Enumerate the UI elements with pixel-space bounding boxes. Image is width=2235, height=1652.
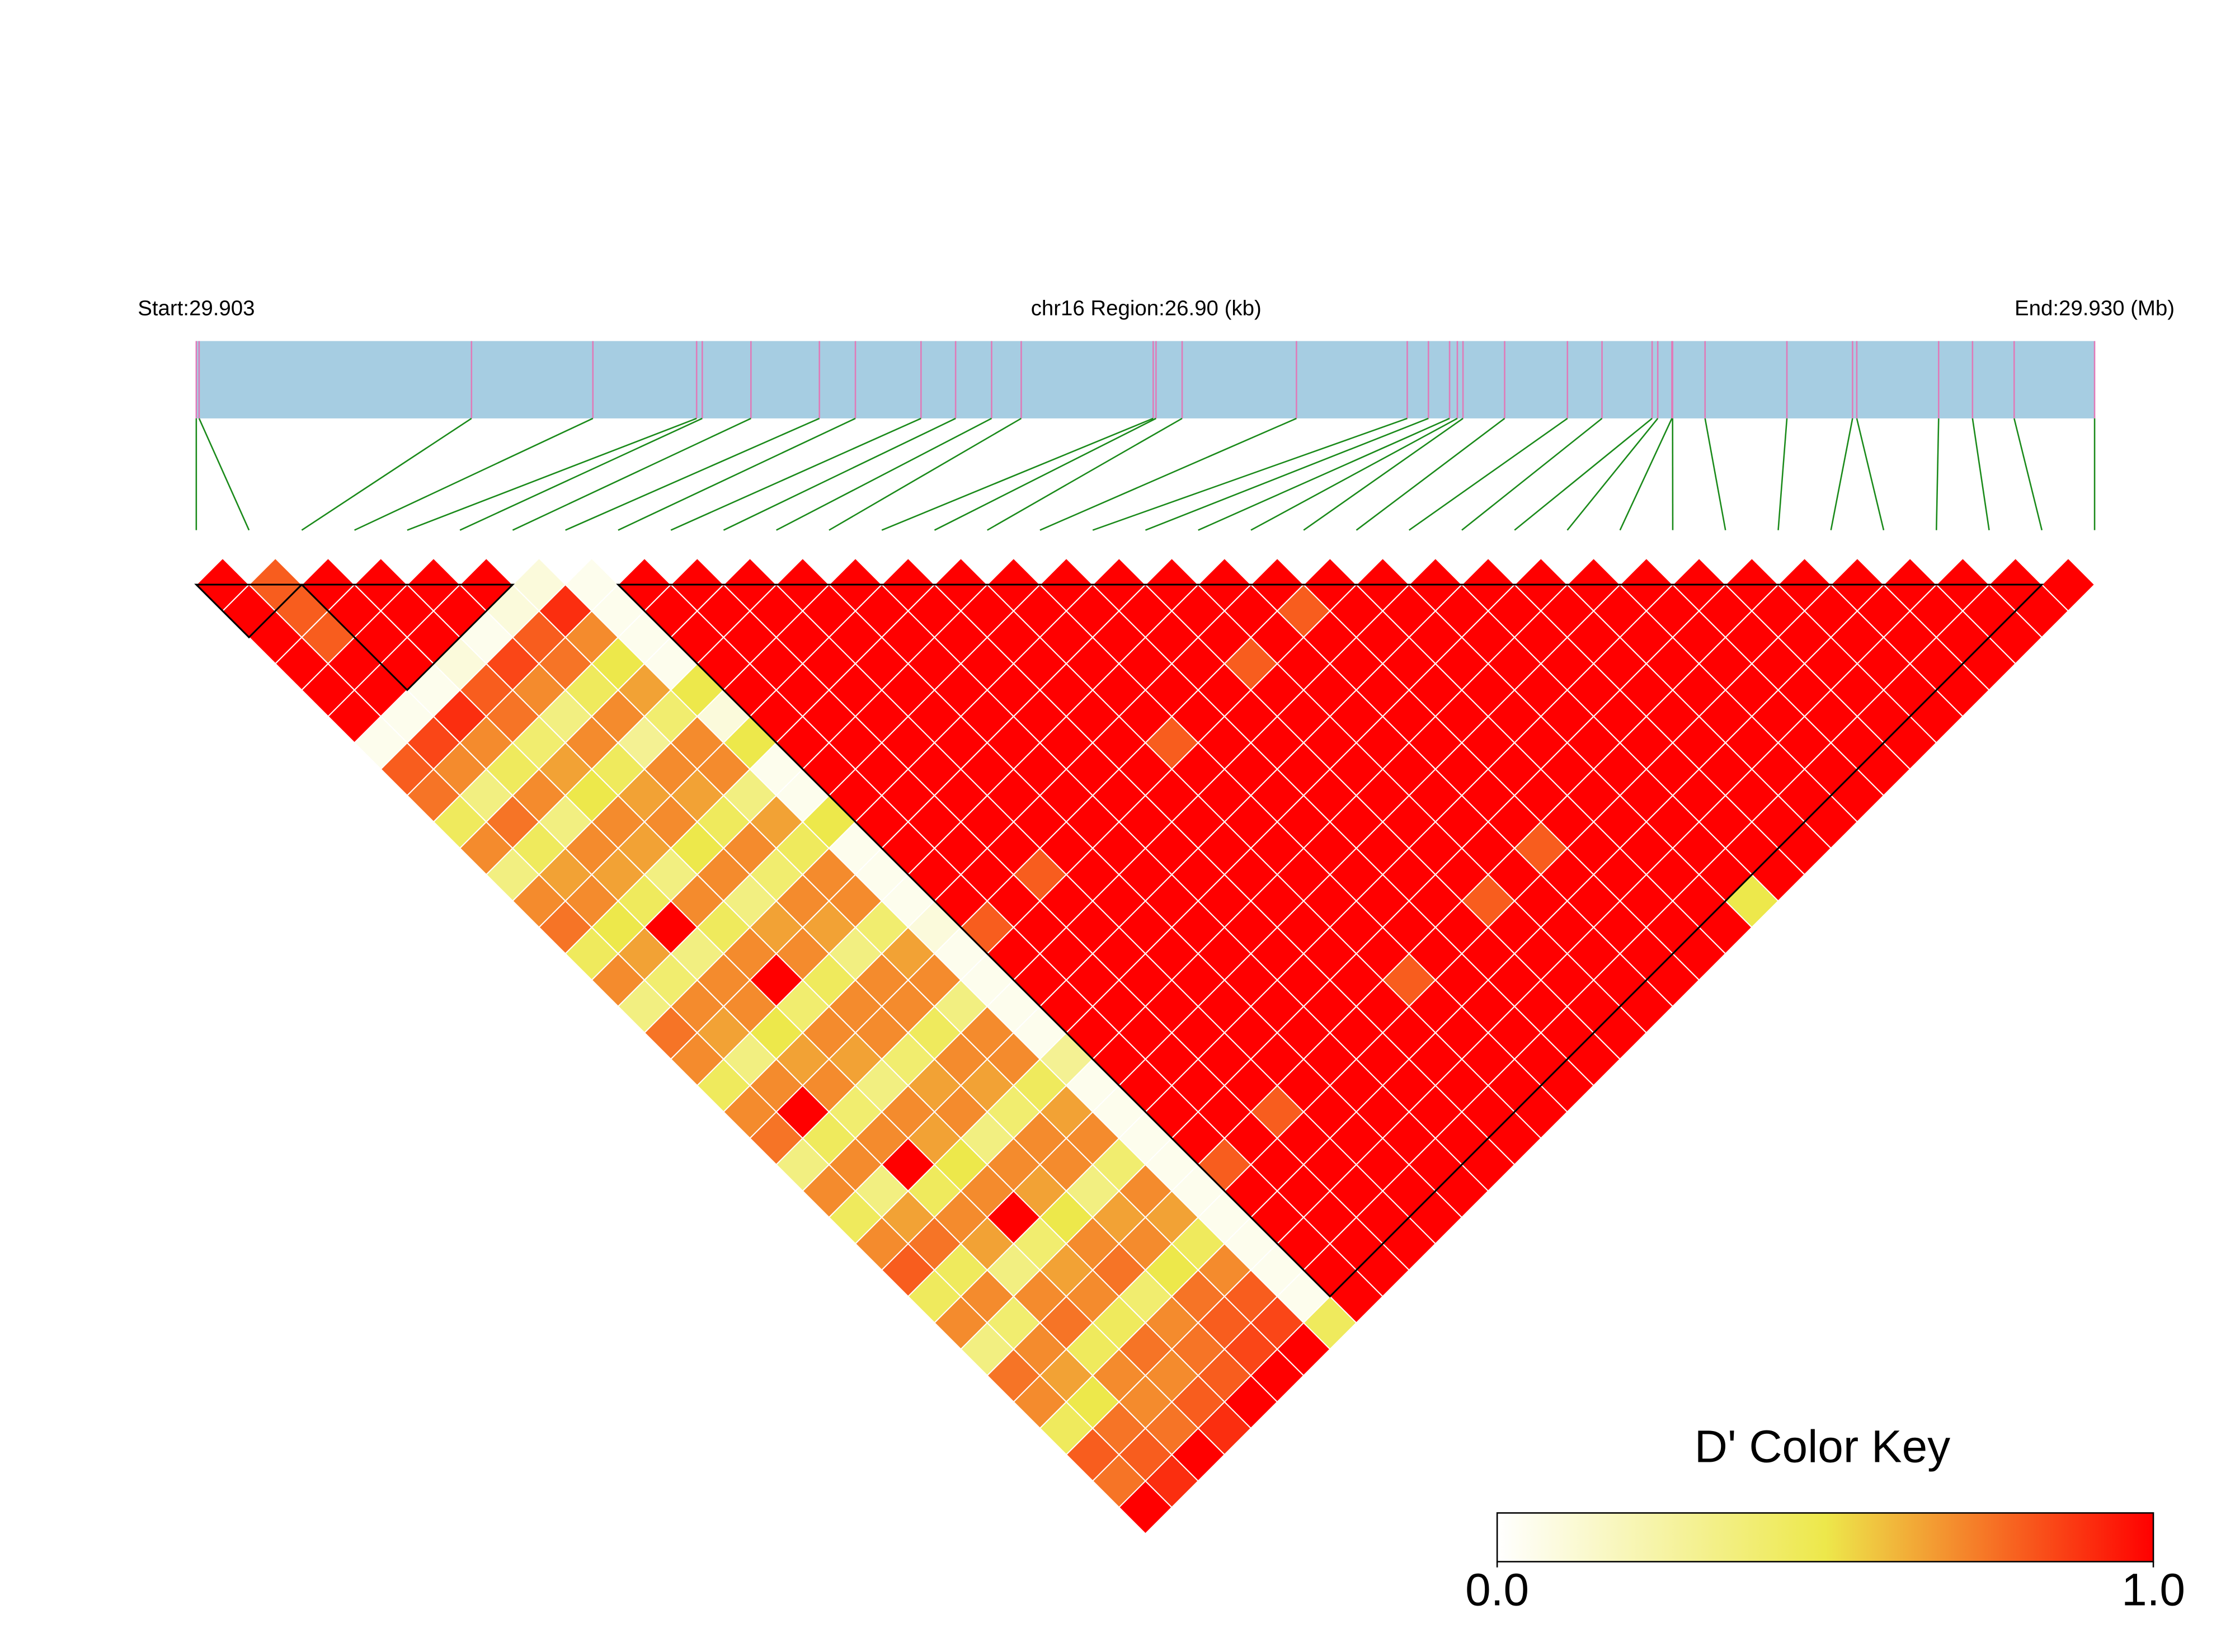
color-key-label: 1.0 — [2121, 1565, 2185, 1616]
snp-connector — [670, 417, 921, 531]
color-key-label: 0.0 — [1465, 1565, 1529, 1616]
snp-connector — [459, 417, 703, 531]
snp-connector — [1356, 417, 1505, 531]
snp-connector — [1566, 418, 1659, 531]
snp-connector — [1856, 418, 1885, 530]
region-label: chr16 Region:26.90 (kb) — [1031, 296, 1262, 320]
snp-connector — [1830, 418, 1853, 530]
snp-connector — [829, 417, 1022, 531]
snp-connector — [1250, 417, 1458, 531]
snp-connector — [198, 418, 250, 531]
snp-connector — [1514, 417, 1653, 531]
snp-connector — [1935, 418, 1940, 530]
snp-connector — [881, 417, 1154, 531]
snp-connector — [1092, 417, 1408, 531]
snp-connector — [1777, 418, 1788, 530]
start-label: Start:29.903 — [138, 296, 255, 320]
snp-connector — [1619, 418, 1673, 531]
snp-connector — [512, 417, 751, 531]
snp-connector — [1971, 418, 1990, 530]
snp-connector — [723, 417, 956, 531]
snp-connector — [618, 417, 856, 531]
snp-connector — [776, 417, 992, 531]
snp-connector — [987, 417, 1183, 531]
end-label: End:29.930 (Mb) — [2015, 296, 2175, 320]
block-outline — [194, 583, 304, 639]
ld-cell — [2041, 557, 2096, 612]
snp-connector — [1145, 417, 1429, 531]
block-outline — [616, 583, 2044, 1298]
snp-connector — [1408, 417, 1568, 531]
snp-connector — [407, 417, 697, 531]
snp-connector — [301, 417, 472, 531]
snp-connector — [1039, 417, 1297, 531]
snp-connector — [1461, 417, 1603, 531]
snp-connector — [1198, 417, 1450, 531]
snp-connector — [1704, 418, 1726, 530]
snp-connector — [354, 417, 594, 531]
snp-connector — [2013, 418, 2043, 530]
snp-connector — [1303, 417, 1464, 531]
snp-connector — [934, 417, 1156, 531]
color-key — [1496, 1512, 2154, 1562]
legend-title: D' Color Key — [1695, 1421, 1950, 1472]
region-bar — [196, 341, 2095, 418]
snp-connector — [565, 417, 820, 531]
block-outline — [299, 583, 515, 691]
ld-cells — [195, 557, 2096, 1535]
